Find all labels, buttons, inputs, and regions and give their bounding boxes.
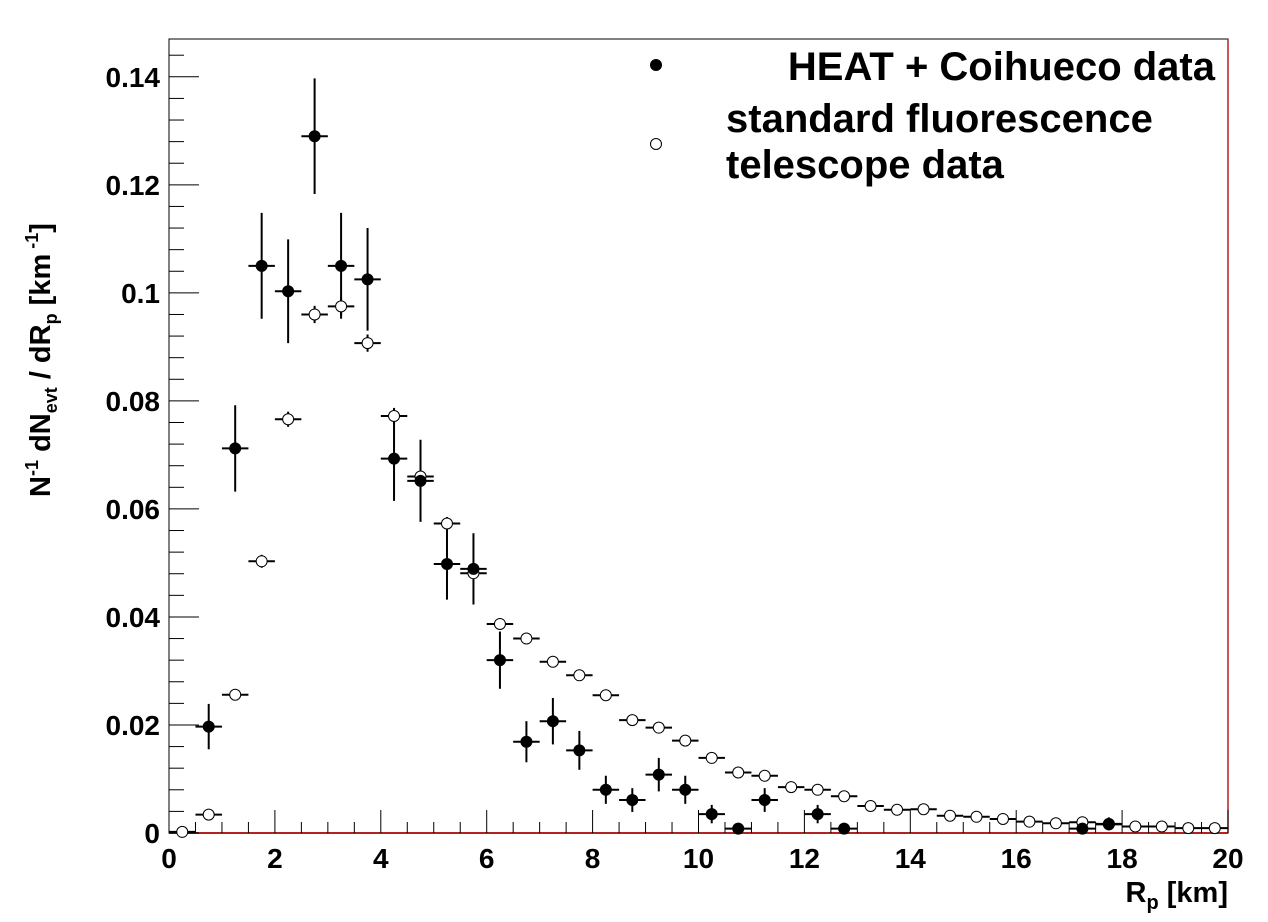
data-point-open <box>1023 815 1036 828</box>
data-point-open <box>255 555 268 568</box>
data-point-open <box>1049 817 1062 830</box>
data-point-open <box>838 790 851 803</box>
x-tick-label: 0 <box>161 843 177 874</box>
error-bars <box>169 78 1228 833</box>
data-point-open <box>1182 822 1195 835</box>
data-point-open <box>440 517 453 530</box>
data-point-open <box>1208 822 1221 835</box>
data-point-filled <box>388 452 401 465</box>
data-point-filled <box>440 558 453 571</box>
y-tick-label: 0 <box>144 818 160 849</box>
data-point-filled <box>732 822 745 835</box>
y-tick-label: 0.04 <box>106 602 161 633</box>
y-axis-ticks <box>169 54 199 834</box>
x-tick-label: 4 <box>373 843 389 874</box>
data-point-open <box>229 688 242 701</box>
data-point-open <box>176 825 189 838</box>
y-tick-label: 0.08 <box>106 386 161 417</box>
data-point-filled <box>229 442 242 455</box>
data-point-open <box>388 410 401 423</box>
x-tick-label: 20 <box>1212 843 1243 874</box>
data-point-open <box>705 751 718 764</box>
y-tick-label: 0.12 <box>106 170 161 201</box>
x-axis-tick-labels: 0 2 4 6 8 10 12 14 16 18 20 <box>161 843 1243 874</box>
y-tick-label: 0.02 <box>106 710 161 741</box>
data-point-filled <box>652 768 665 781</box>
data-point-filled <box>1076 822 1089 835</box>
data-point-open <box>335 300 348 313</box>
data-point-open <box>626 714 639 727</box>
data-point-open <box>546 655 559 668</box>
data-point-open <box>599 689 612 702</box>
y-axis-label: N-1 dNevt / dRp [km -1] <box>22 223 61 497</box>
data-point-open <box>1155 820 1168 833</box>
x-tick-label: 8 <box>585 843 601 874</box>
data-point-filled <box>202 720 215 733</box>
x-axis-label: Rp [km] <box>1126 877 1228 914</box>
data-point-open <box>573 669 586 682</box>
x-tick-label: 6 <box>479 843 495 874</box>
x-tick-label: 12 <box>789 843 820 874</box>
data-point-filled <box>361 273 374 286</box>
data-point-filled <box>308 130 321 143</box>
data-point-filled <box>493 654 506 667</box>
x-tick-label: 2 <box>267 843 283 874</box>
data-point-filled <box>1102 817 1115 830</box>
data-point-open <box>864 799 877 812</box>
data-point-open <box>361 337 374 350</box>
data-point-filled <box>679 783 692 796</box>
data-point-open <box>811 783 824 796</box>
data-point-open <box>1129 820 1142 833</box>
legend-label-heat: HEAT + Coihueco data <box>788 45 1216 89</box>
data-point-filled <box>467 562 480 575</box>
data-point-filled <box>335 259 348 272</box>
data-point-open <box>308 308 321 321</box>
data-point-open <box>996 812 1009 825</box>
data-point-filled <box>838 822 851 835</box>
data-point-filled <box>599 783 612 796</box>
legend-marker-filled <box>650 59 662 71</box>
x-tick-label: 10 <box>683 843 714 874</box>
data-point-filled <box>520 735 533 748</box>
x-tick-label: 18 <box>1107 843 1138 874</box>
data-point-filled <box>255 259 268 272</box>
data-point-filled <box>414 474 427 487</box>
data-point-filled <box>573 744 586 757</box>
plot-frame <box>168 38 1229 834</box>
data-point-open <box>202 808 215 821</box>
data-point-filled <box>546 715 559 728</box>
data-points <box>176 130 1221 838</box>
data-point-open <box>917 803 930 816</box>
y-tick-label: 0.06 <box>106 494 161 525</box>
y-tick-label: 0.1 <box>121 278 160 309</box>
data-point-open <box>493 617 506 630</box>
data-point-open <box>891 803 904 816</box>
data-point-open <box>970 810 983 823</box>
legend-marker-open <box>650 138 662 150</box>
data-point-filled <box>705 808 718 821</box>
legend-label-standard-line1: standard fluorescence <box>726 97 1153 141</box>
data-point-open <box>944 809 957 822</box>
y-tick-label: 0.14 <box>106 62 161 93</box>
data-point-open <box>679 734 692 747</box>
data-point-open <box>520 632 533 645</box>
legend-label-standard-line2: telescope data <box>726 143 1005 187</box>
y-axis-tick-labels: 0 0.02 0.04 0.06 0.08 0.1 0.12 0.14 <box>106 62 161 849</box>
data-point-open <box>785 781 798 794</box>
x-tick-label: 16 <box>1001 843 1032 874</box>
data-point-filled <box>282 285 295 298</box>
data-point-open <box>282 413 295 426</box>
data-point-open <box>758 769 771 782</box>
x-tick-label: 14 <box>895 843 927 874</box>
data-point-open <box>652 721 665 734</box>
legend: HEAT + Coihueco data standard fluorescen… <box>650 45 1216 187</box>
data-point-filled <box>626 794 639 807</box>
data-point-filled <box>758 794 771 807</box>
data-point-filled <box>811 808 824 821</box>
data-point-open <box>732 766 745 779</box>
